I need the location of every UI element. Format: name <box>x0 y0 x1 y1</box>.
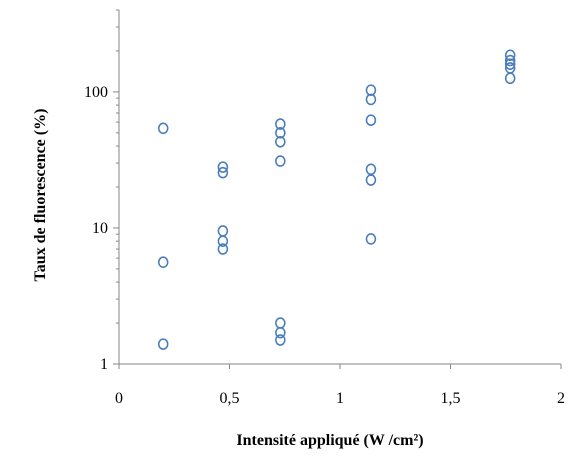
data-points <box>157 49 516 350</box>
y-tick-label: 1 <box>100 356 108 373</box>
data-point <box>365 163 377 176</box>
data-point <box>217 235 229 247</box>
y-axis-title: Taux de fluorescence (%) <box>32 109 49 282</box>
x-tick-label: 0 <box>115 390 123 407</box>
x-tick-label: 0,5 <box>220 390 240 407</box>
data-point <box>275 326 286 339</box>
data-point <box>275 155 286 167</box>
data-point <box>217 225 229 237</box>
tick-labels: 0 0,5 1 1,5 2 1 10 100 <box>84 84 565 407</box>
data-point <box>275 334 286 346</box>
data-point <box>275 135 286 148</box>
data-point <box>275 127 286 139</box>
data-point <box>504 58 516 70</box>
data-point <box>157 338 169 350</box>
x-tick-label: 2 <box>557 390 565 407</box>
data-point <box>275 118 286 130</box>
data-point <box>365 233 377 245</box>
x-tick-label: 1 <box>336 390 344 407</box>
axes <box>113 9 562 369</box>
data-point <box>217 166 229 179</box>
data-point <box>217 161 229 173</box>
y-tick-label: 100 <box>84 84 108 101</box>
data-point <box>217 243 229 255</box>
y-tick-label: 10 <box>92 220 108 237</box>
data-point <box>157 256 169 269</box>
data-point <box>504 72 516 85</box>
data-point <box>504 54 516 67</box>
data-point <box>504 49 516 62</box>
data-point <box>275 317 286 329</box>
data-point <box>365 93 377 106</box>
x-axis-title: Intensité appliqué (W /cm²) <box>236 432 423 449</box>
data-point <box>365 114 377 126</box>
data-point <box>157 122 169 135</box>
x-tick-label: 1,5 <box>441 390 461 407</box>
data-point <box>365 174 377 186</box>
